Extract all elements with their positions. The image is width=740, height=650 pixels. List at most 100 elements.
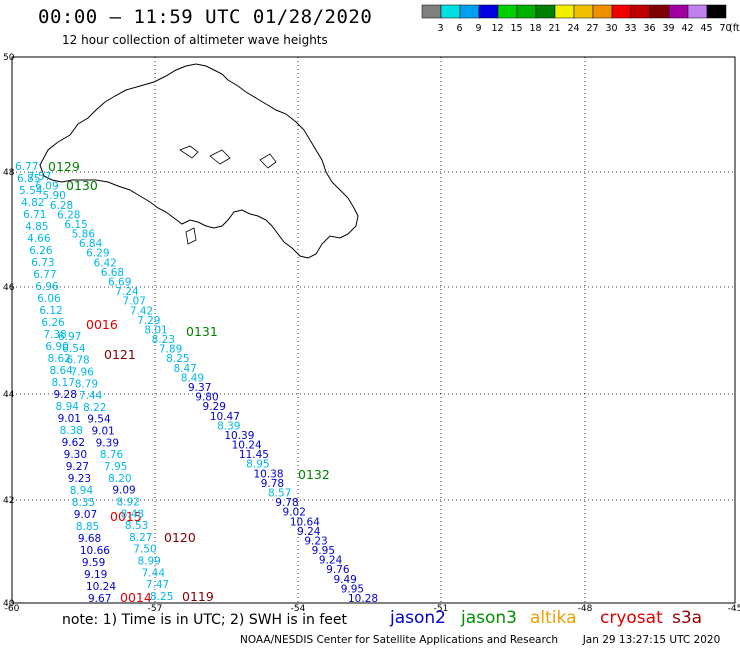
wave-height-value: 7.38: [43, 329, 66, 341]
wave-height-value: 6.06: [37, 293, 61, 305]
wave-height-value: 6.84: [79, 238, 103, 250]
wave-height-value: 9.62: [62, 437, 85, 449]
wave-height-value: 7.44: [142, 567, 166, 579]
wave-height-value: 6.42: [93, 257, 116, 269]
wave-height-value: 9.37: [188, 382, 211, 394]
sat-cryosat: cryosat: [600, 608, 663, 628]
wave-height-value: 8.79: [75, 378, 98, 390]
wave-height-value: 9.09: [112, 485, 135, 497]
wave-height-value: 9.49: [333, 574, 356, 586]
wave-height-value: 8.39: [217, 420, 240, 432]
wave-height-value: 8.62: [47, 353, 70, 365]
wave-height-value: 9.68: [78, 533, 101, 545]
legend-label: 33: [624, 23, 636, 34]
wave-height-value: 7.24: [115, 286, 139, 298]
legend-label: 36: [643, 23, 655, 34]
lat-label: 42: [3, 496, 14, 506]
wave-height-value: 7.96: [71, 366, 95, 378]
wave-height-value: 8.25: [150, 591, 173, 603]
wave-height-value: 9.67: [88, 593, 111, 605]
wave-height-value: 9.19: [84, 569, 107, 581]
wave-height-value: 8.57: [268, 488, 291, 500]
wave-height-value: 6.77: [33, 269, 56, 281]
pass-label: 0015: [110, 509, 142, 524]
wave-height-value: 7.57: [28, 171, 51, 183]
legend-label: 70: [719, 23, 731, 34]
wave-height-value: 8.76: [100, 449, 124, 461]
wave-height-value: 6.97: [58, 331, 81, 343]
wave-height-value: 4.66: [27, 233, 51, 245]
wave-height-value: 9.23: [304, 535, 327, 547]
wave-height-value: 9.54: [87, 414, 111, 426]
wave-height-value: 6.28: [50, 200, 73, 212]
legend-label: 24: [567, 23, 579, 34]
wave-height-value: 11.45: [239, 449, 269, 461]
wave-height-value: 8.48: [121, 508, 144, 520]
wave-height-value: 6.69: [108, 277, 131, 289]
wave-height-value: 9.29: [203, 401, 226, 413]
wave-height-value: 9.24: [297, 526, 321, 538]
wave-height-value: 9.01: [58, 413, 81, 425]
pass-label: 0016: [86, 317, 118, 332]
lon-label: -45: [728, 604, 740, 614]
wave-height-value: 9.27: [66, 461, 89, 473]
legend-label: 3: [437, 23, 443, 34]
legend-label: 30: [605, 23, 617, 34]
wave-height-value: 5.86: [72, 229, 96, 241]
pass-label: 0131: [186, 324, 218, 339]
wave-height-value: 6.73: [31, 257, 54, 269]
wave-height-value: 8.95: [246, 459, 269, 471]
legend-label: 12: [491, 23, 503, 34]
wave-height-value: 8.23: [152, 334, 175, 346]
sat-altika: altika: [530, 608, 577, 628]
wave-height-value: 8.64: [49, 365, 73, 377]
wave-height-value: 9.95: [312, 545, 335, 557]
wave-height-value: 9.07: [74, 509, 97, 521]
wave-height-value: 10.66: [80, 545, 110, 557]
wave-height-value: 6.15: [64, 219, 87, 231]
wave-height-value: 8.94: [56, 401, 80, 413]
sat-jason2: jason2: [390, 608, 446, 628]
wave-height-value: 8.92: [117, 496, 140, 508]
map-subtitle: 12 hour collection of altimeter wave hei…: [62, 33, 328, 47]
lon-label: -57: [148, 604, 163, 614]
wave-height-value: 9.24: [319, 555, 343, 567]
pass-label: 0121: [104, 347, 136, 362]
wave-height-value: 8.85: [76, 521, 99, 533]
wave-height-value: 6.71: [23, 209, 46, 221]
wave-height-value: 8.35: [72, 497, 95, 509]
legend-label: 21: [548, 23, 560, 34]
legend-swatch: [706, 4, 727, 19]
wave-height-value: 6.68: [101, 267, 124, 279]
lat-label: 46: [3, 283, 15, 293]
wave-height-value: 9.76: [326, 564, 350, 576]
wave-height-value: 6.85: [17, 173, 40, 185]
pass-label: 0014: [120, 590, 152, 605]
wave-height-value: 7.07: [123, 296, 146, 308]
lat-label: 50: [3, 53, 15, 63]
wave-height-value: 8.22: [83, 402, 106, 414]
legend-unit: (ft): [729, 23, 740, 34]
wave-height-value: 6.96: [35, 281, 59, 293]
wave-height-value: 6.26: [41, 317, 65, 329]
sat-s3a: s3a: [672, 608, 703, 628]
wave-height-value: 10.24: [232, 440, 262, 452]
wave-height-value: 9.78: [275, 497, 298, 509]
wave-height-value: 6.90: [45, 341, 68, 353]
pass-label: 0129: [48, 159, 80, 174]
wave-height-value: 9.95: [341, 583, 364, 595]
wave-height-value: 6.09: [35, 181, 58, 193]
wave-height-value: 10.64: [290, 516, 320, 528]
wave-height-value: 9.59: [82, 557, 105, 569]
legend-label: 18: [529, 23, 541, 34]
pass-label: 0130: [66, 178, 98, 193]
wave-height-value: 7.89: [159, 344, 182, 356]
wave-height-value: 7.50: [133, 544, 156, 556]
wave-height-value: 9.01: [91, 426, 114, 438]
wave-height-value: 7.29: [137, 315, 160, 327]
wave-height-value: 10.24: [86, 581, 116, 593]
wave-height-value: 7.95: [104, 461, 127, 473]
wave-height-value: 9.30: [64, 449, 87, 461]
wave-height-value: 6.28: [57, 209, 80, 221]
